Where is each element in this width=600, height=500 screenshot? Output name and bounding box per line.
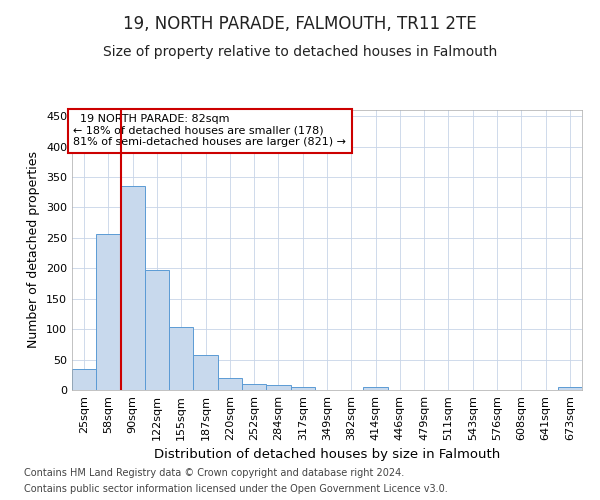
Bar — [290, 387, 315, 390]
Bar — [558, 387, 582, 390]
Bar — [218, 378, 242, 390]
Bar — [72, 368, 96, 390]
Bar — [145, 270, 169, 390]
Bar — [242, 384, 266, 390]
Bar — [121, 186, 145, 390]
Text: 19 NORTH PARADE: 82sqm
← 18% of detached houses are smaller (178)
81% of semi-de: 19 NORTH PARADE: 82sqm ← 18% of detached… — [73, 114, 346, 148]
Text: Contains HM Land Registry data © Crown copyright and database right 2024.: Contains HM Land Registry data © Crown c… — [24, 468, 404, 477]
X-axis label: Distribution of detached houses by size in Falmouth: Distribution of detached houses by size … — [154, 448, 500, 462]
Bar — [364, 387, 388, 390]
Text: Size of property relative to detached houses in Falmouth: Size of property relative to detached ho… — [103, 45, 497, 59]
Y-axis label: Number of detached properties: Number of detached properties — [28, 152, 40, 348]
Bar — [96, 234, 121, 390]
Bar — [193, 356, 218, 390]
Bar — [266, 385, 290, 390]
Bar — [169, 328, 193, 390]
Text: 19, NORTH PARADE, FALMOUTH, TR11 2TE: 19, NORTH PARADE, FALMOUTH, TR11 2TE — [123, 15, 477, 33]
Text: Contains public sector information licensed under the Open Government Licence v3: Contains public sector information licen… — [24, 484, 448, 494]
